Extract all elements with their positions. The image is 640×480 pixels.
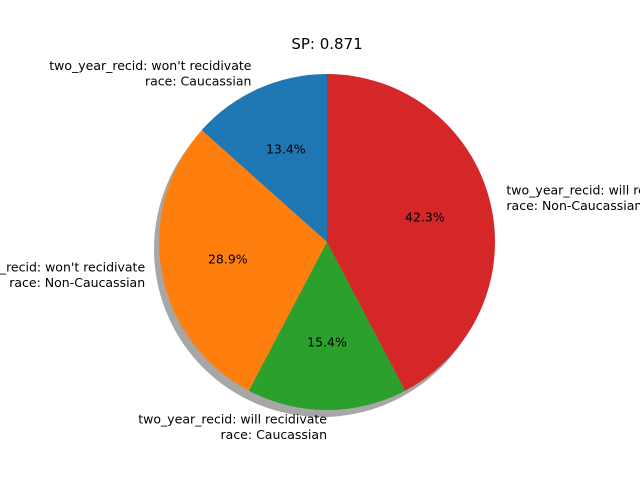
pie-slice-0 (201, 74, 327, 242)
pct-label-2: 15.4% (307, 334, 347, 349)
slice-label-0-line-0: two_year_recid: won't recidivate (49, 58, 252, 73)
pct-label-0: 13.4% (266, 142, 306, 157)
pct-label-layer: 13.4% 28.9% 15.4% 42.3% (208, 142, 445, 350)
chart-title: SP: 0.871 (291, 35, 362, 53)
pie-slice-layer (158, 74, 496, 410)
pct-label-1: 28.9% (208, 251, 248, 266)
slice-label-1-line-0: two_year_recid: won't recidivate (0, 260, 145, 275)
slice-label-3-line-0: two_year_recid: will recidivate (506, 182, 640, 197)
pct-label-3: 42.3% (405, 209, 445, 224)
slice-label-0-line-1: race: Caucassian (145, 74, 251, 89)
slice-label-1-line-1: race: Non-Caucassian (9, 275, 145, 290)
slice-label-2-line-0: two_year_recid: will recidivate (138, 412, 327, 427)
pie-slice-2 (248, 242, 406, 410)
slice-label-2: two_year_recid: will recidivate race: Cau… (138, 412, 327, 443)
slice-label-2-line-1: race: Caucassian (221, 427, 327, 442)
pie-slice-1 (158, 130, 327, 391)
slice-label-3-line-1: race: Non-Caucassian (506, 198, 640, 213)
slice-label-layer: two_year_recid: won't recidivate race: Ca… (0, 58, 640, 442)
pie-slice-3 (327, 74, 496, 391)
slice-label-0: two_year_recid: won't recidivate race: Ca… (49, 58, 252, 89)
